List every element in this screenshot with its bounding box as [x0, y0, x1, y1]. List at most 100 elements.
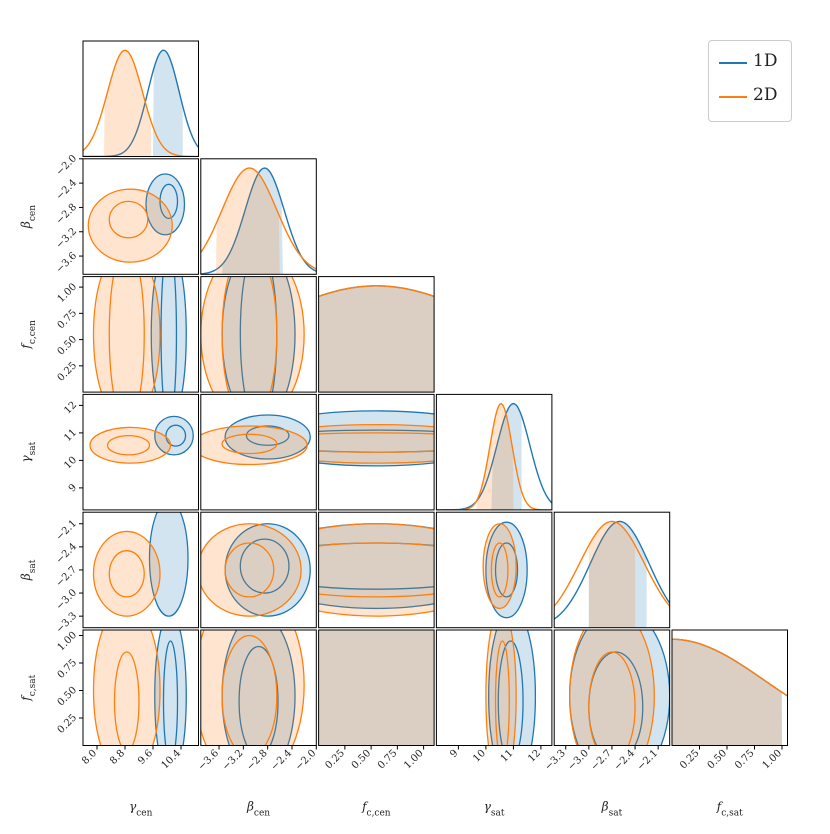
contour-2D-gsat-bsat-0 — [482, 523, 517, 610]
panel-frame — [200, 393, 317, 511]
contour-2D-bcen-gsat-1 — [221, 433, 278, 455]
contour-2D-gsat-bsat-1 — [490, 542, 509, 598]
contour-2D-fccen-gsat-1 — [318, 432, 435, 453]
panel-gcen-bcen: −3.6−3.2−2.8−2.4−2.0 — [54, 153, 199, 275]
contour-1D-gcen-gsat-1 — [165, 424, 187, 447]
x-axis-label-fccen: fc,cen — [361, 800, 391, 819]
panel-frame — [200, 629, 317, 746]
panel-frame — [200, 276, 317, 393]
contour-2D-fccen-bsat-0 — [318, 523, 435, 617]
x-tick-label-fcsat: 0.25 — [678, 748, 702, 772]
x-tick-label-fccen: 1.00 — [402, 748, 426, 772]
panel-frame — [82, 276, 199, 393]
contour-2D-fccen-gsat-0 — [318, 424, 435, 464]
panel-gcen-gsat: 9 10 11 12 — [62, 393, 199, 511]
contour-2D-bcen-gsat-0 — [200, 425, 308, 466]
y-tick-label-gsat: 12 — [62, 400, 79, 417]
panel-gsat-gsat — [435, 393, 553, 511]
contour-2D-bcen-fccen-0 — [200, 276, 305, 393]
contour-2D-gcen-bcen-1 — [108, 200, 149, 239]
interval-2D-bsat — [588, 521, 636, 628]
contour-2D-fccen-fcsat-0 — [318, 630, 435, 746]
contour-2D-bcen-bsat-0 — [200, 523, 302, 617]
panel-bsat-bsat — [553, 511, 671, 629]
panel-bcen-gsat — [200, 393, 317, 511]
x-tick-label-gsat: 9 — [448, 748, 460, 760]
interval-2D-fccen — [318, 285, 435, 393]
contour-1D-gcen-bsat-0 — [148, 512, 189, 617]
x-tick-label-gcen: 8.8 — [108, 748, 127, 767]
x-tick-label-bcen: −2.4 — [269, 748, 294, 773]
interval-2D-bcen — [215, 168, 280, 275]
contour-2D-bsat-fcsat-0 — [568, 630, 655, 746]
contour-1D-gsat-fcsat-1 — [497, 640, 524, 746]
x-tick-label-fccen: 0.50 — [350, 748, 374, 772]
contour-1D-bcen-bsat-1 — [239, 538, 290, 594]
interval-1D-fcsat — [672, 639, 782, 746]
legend-item-2d: 2D — [719, 85, 789, 109]
x-tick-label-gcen: 8.0 — [80, 748, 99, 767]
panel-frame — [318, 393, 435, 511]
panel-gsat-bsat — [435, 511, 553, 629]
marginal-2D-fccen — [318, 285, 435, 298]
interval-1D-bcen — [222, 168, 283, 275]
y-tick-label-bcen: −2.8 — [54, 202, 79, 227]
x-tick-label-gsat: 11 — [499, 748, 516, 765]
contour-2D-bcen-fccen-1 — [221, 276, 278, 393]
contour-1D-gsat-bsat-1 — [494, 542, 519, 598]
y-tick-label-bcen: −2.0 — [54, 153, 79, 178]
x-tick-label-gsat: 10 — [471, 748, 488, 765]
y-tick-label-fccen: 1.00 — [56, 281, 80, 305]
contour-2D-gcen-fcsat-1 — [113, 651, 140, 746]
panel-bcen-fccen — [200, 276, 317, 393]
panel-frame — [82, 393, 199, 511]
contour-1D-gcen-bcen-1 — [159, 183, 179, 220]
interval-1D-fccen — [318, 285, 435, 393]
panel-gcen-fcsat: 8.0 8.8 9.6 10.40.250.500.751.00 — [56, 629, 199, 772]
marginal-2D-bsat — [554, 520, 670, 607]
x-tick-label-bsat: −2.7 — [589, 748, 614, 773]
x-tick-label-gcen: 9.6 — [136, 748, 155, 767]
contour-2D-bsat-fcsat-1 — [588, 651, 636, 746]
y-axis-label-gsat: γsat — [19, 441, 38, 462]
x-tick-label-bsat: −2.4 — [612, 748, 637, 773]
legend-label-2d: 2D — [753, 85, 778, 105]
panel-fccen-fcsat: 0.25 0.50 0.75 1.00 — [318, 629, 435, 772]
interval-2D-fcsat — [672, 639, 782, 746]
contour-2D-bcen-fcsat-0 — [200, 630, 305, 746]
panel-frame — [435, 511, 553, 629]
x-tick-label-bcen: −2.0 — [293, 748, 318, 773]
x-axis-label-gcen: γcen — [129, 800, 153, 819]
x-tick-label-bsat: −3.3 — [543, 748, 568, 773]
panel-frame — [82, 158, 199, 275]
x-tick-label-gcen: 10.4 — [160, 748, 184, 772]
y-tick-label-fccen: 0.50 — [56, 334, 80, 358]
contour-2D-bcen-fcsat-1 — [221, 634, 278, 746]
x-axis-label-bsat: βsat — [601, 800, 623, 819]
panel-frame — [318, 276, 435, 393]
contour-2D-fccen-bsat-1 — [318, 542, 435, 598]
interval-1D-gcen — [153, 50, 183, 157]
panel-gcen-fccen: 0.250.500.75 1.00 — [56, 276, 199, 393]
marginal-2D-bcen — [200, 167, 317, 270]
y-tick-label-fccen: 0.75 — [56, 308, 80, 332]
panel-frame — [82, 40, 199, 157]
panel-frame — [435, 629, 553, 746]
contour-1D-bcen-fcsat-1 — [238, 645, 279, 746]
contour-2D-gcen-bsat-0 — [92, 530, 161, 617]
marginal-2D-fcsat — [672, 638, 788, 697]
contour-1D-bcen-gsat-1 — [245, 425, 290, 446]
interval-2D-gsat — [476, 403, 514, 510]
legend-item-1d: 1D — [719, 51, 789, 75]
panel-fcsat-fcsat: 0.25 0.50 0.75 1.00 — [671, 629, 788, 772]
contour-1D-gcen-fcsat-0 — [154, 630, 187, 746]
panel-bcen-bsat — [200, 511, 317, 629]
y-tick-label-gsat: 9 — [67, 482, 79, 494]
x-tick-label-fcsat: 1.00 — [761, 748, 785, 772]
y-tick-label-bcen: −2.4 — [54, 177, 79, 202]
y-tick-label-bsat: −2.4 — [54, 541, 79, 566]
x-axis-label-bcen: βcen — [246, 800, 270, 819]
x-tick-label-fcsat: 0.75 — [733, 748, 757, 772]
contour-2D-gcen-fccen-0 — [92, 276, 161, 393]
